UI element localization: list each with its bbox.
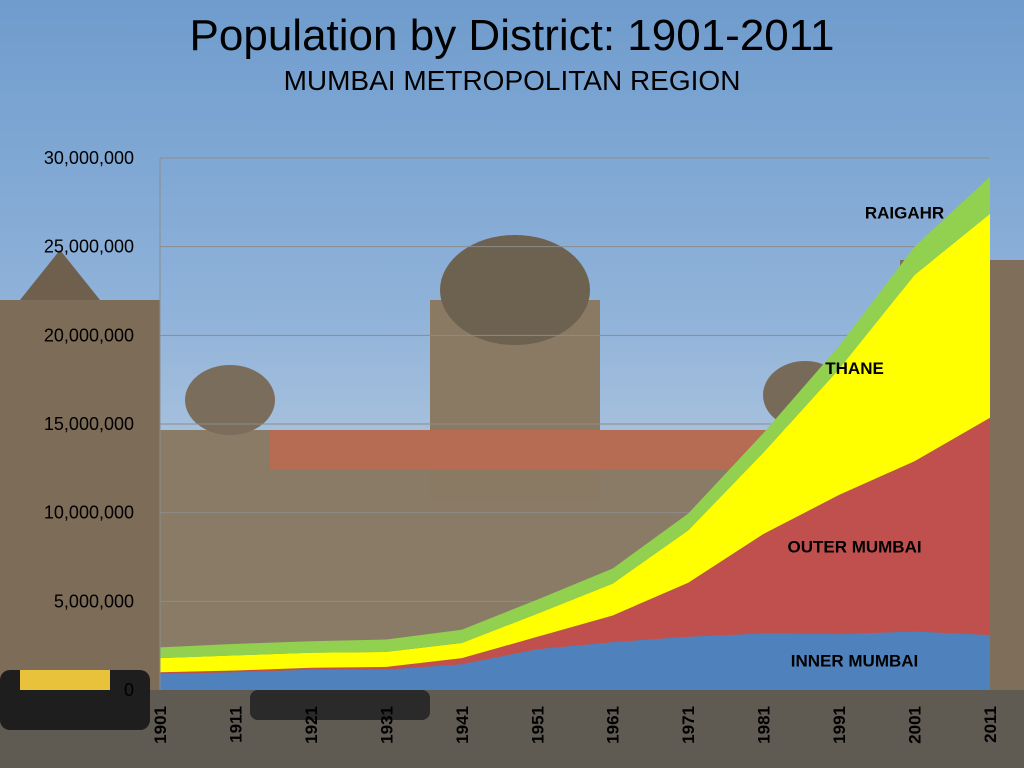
area-thane (160, 213, 990, 673)
series-label-raigahr: RAIGAHR (865, 204, 944, 223)
x-tick-label: 1901 (151, 706, 170, 744)
x-tick-label: 1981 (755, 706, 774, 744)
x-tick-label: 2011 (981, 706, 1000, 743)
y-axis: 0 5,000,000 10,000,000 15,000,000 20,000,000… (44, 148, 161, 700)
y-tick-label: 30,000,000 (44, 148, 134, 168)
area-series (160, 176, 990, 690)
series-labels: INNER MUMBAI OUTER MUMBAI THANE RAIGAHR (787, 204, 944, 671)
x-tick-label: 2001 (906, 706, 925, 744)
x-tick-label: 1921 (302, 706, 321, 744)
x-tick-label: 1971 (679, 706, 698, 744)
series-label-inner-mumbai: INNER MUMBAI (791, 652, 919, 671)
x-tick-label: 1961 (604, 706, 623, 744)
title-block: Population by District: 1901-2011 MUMBAI… (0, 8, 1024, 98)
y-tick-label: 20,000,000 (44, 325, 134, 345)
area-inner-mumbai (160, 631, 990, 690)
x-tick-label: 1941 (453, 706, 472, 744)
series-label-outer-mumbai: OUTER MUMBAI (787, 537, 921, 556)
y-tick-label: 15,000,000 (44, 414, 134, 434)
chart-title: Population by District: 1901-2011 (189, 11, 835, 60)
series-label-thane: THANE (825, 359, 884, 378)
y-tick-label: 0 (124, 680, 134, 700)
area-outer-mumbai (160, 417, 990, 674)
chart-subtitle: MUMBAI METROPOLITAN REGION (283, 65, 741, 96)
x-tick-label: 1991 (830, 706, 849, 744)
x-tick-label: 1951 (528, 706, 547, 744)
x-tick-label: 1911 (226, 706, 245, 743)
y-tick-label: 5,000,000 (54, 591, 134, 611)
x-axis: 1901 1911 1921 1931 1941 1951 1961 1971 1981 1991… (151, 706, 1000, 744)
y-tick-label: 10,000,000 (44, 503, 134, 523)
x-tick-label: 1931 (377, 706, 396, 744)
y-tick-label: 25,000,000 (44, 237, 134, 257)
